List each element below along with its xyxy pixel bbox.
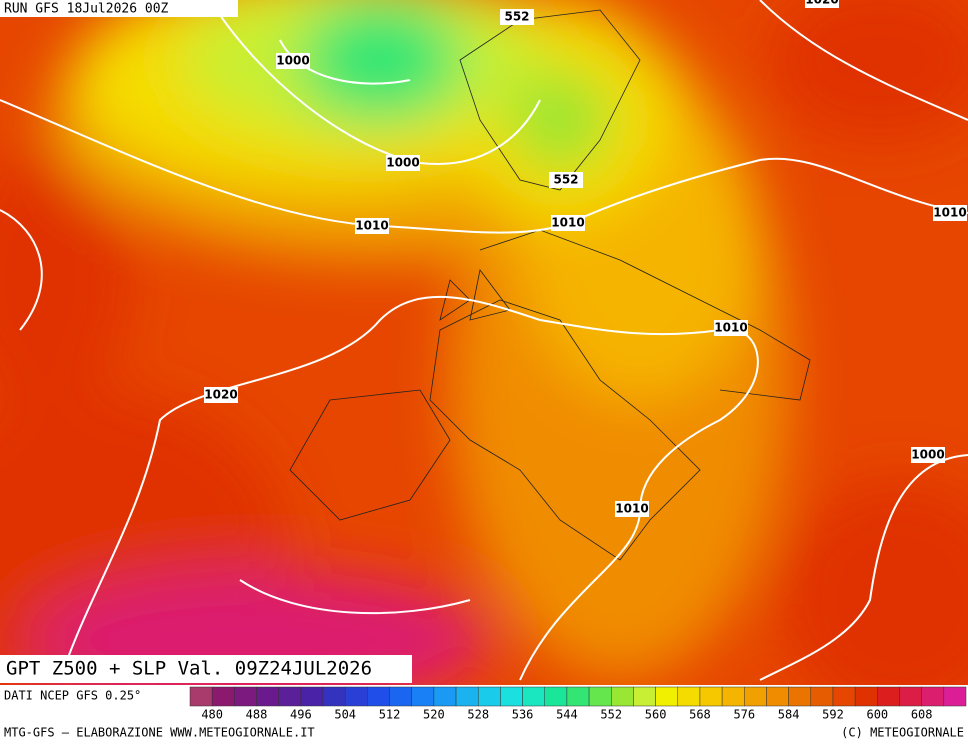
swatch: [522, 686, 545, 707]
swatch: [411, 686, 435, 707]
swatch: [189, 686, 213, 707]
swatch: [633, 686, 656, 707]
swatch: [544, 686, 568, 707]
label-box: [204, 387, 238, 403]
isobar-label: 1010: [933, 206, 966, 220]
label-box: [386, 155, 420, 171]
legend-tick-label: 568: [689, 708, 711, 722]
swatch: [234, 686, 257, 707]
swatch: [344, 686, 368, 707]
isobar-label: 552: [553, 173, 578, 187]
source: DATI NCEP GFS 0.25°: [4, 689, 141, 703]
isobar-label: 552: [504, 10, 529, 24]
label-box: [911, 447, 945, 463]
isobar-label: 1010: [551, 216, 584, 230]
label-box: [805, 0, 839, 8]
legend-tick-label: 512: [379, 708, 401, 722]
legend-tick-label: 480: [201, 708, 223, 722]
swatch: [699, 686, 723, 707]
swatch: [455, 686, 479, 707]
swatch: [566, 686, 590, 707]
swatch: [677, 686, 701, 707]
legend-tick-label: 560: [645, 708, 667, 722]
swatch: [588, 686, 612, 707]
swatch: [877, 686, 900, 707]
isobar-label: 1010: [355, 219, 388, 233]
swatch: [611, 686, 634, 707]
borders: [289, 9, 811, 561]
label-box: [551, 215, 585, 231]
copyright: (C) METEOGIORNALE: [841, 726, 964, 740]
legend-tick-label: 552: [600, 708, 622, 722]
label-box: [714, 320, 748, 336]
isobar-label: 1000: [386, 156, 419, 170]
label-box: [933, 205, 967, 221]
run-label: RUN GFS 18Jul2026 00Z: [4, 2, 169, 17]
isobar-label: 1010: [714, 321, 747, 335]
label-box: [276, 53, 310, 69]
swatch: [300, 686, 324, 707]
swatch: [500, 686, 523, 707]
color-bar: 480 488 496 504 512 520 528 536 544 552 560 568 576 5…: [189, 686, 967, 722]
swatch: [477, 686, 501, 707]
map: RUN GFS 18Jul2026 00Z 552 1000 1000 552 1010…: [0, 0, 968, 685]
swatch: [655, 686, 679, 707]
legend-tick-label: 576: [733, 708, 755, 722]
legend-tick-label: 544: [556, 708, 578, 722]
swatch: [943, 686, 967, 707]
legend-tick-label: 592: [822, 708, 844, 722]
swatch: [256, 686, 279, 707]
isobar-label: 1000: [276, 54, 309, 68]
isobar-label: 1020: [204, 388, 237, 402]
swatch: [389, 686, 412, 707]
legend-tick-label: 600: [866, 708, 888, 722]
label-box: [355, 218, 389, 234]
swatch: [899, 686, 922, 707]
isobar-label: 1010: [615, 502, 648, 516]
swatch: [832, 686, 856, 707]
swatch: [766, 686, 789, 707]
swatch: [433, 686, 457, 707]
swatch: [744, 686, 767, 707]
legend-tick-label: 504: [334, 708, 356, 722]
legend-tick-label: 584: [778, 708, 800, 722]
legend-tick-label: 520: [423, 708, 445, 722]
isobar-label: 1000: [911, 448, 944, 462]
isobar-label: 1020: [805, 0, 838, 7]
label-box: [549, 172, 583, 188]
map-title: GPT Z500 + SLP Val. 09Z24JUL2026: [6, 658, 372, 680]
legend-tick-label: 496: [290, 708, 312, 722]
swatch: [211, 686, 235, 707]
swatch: [278, 686, 302, 707]
legend-tick-label: 528: [467, 708, 489, 722]
legend-tick-label: 488: [246, 708, 268, 722]
swatch: [788, 686, 812, 707]
swatch: [721, 686, 745, 707]
swatch: [921, 686, 945, 707]
swatch: [810, 686, 834, 707]
legend-tick-label: 536: [512, 708, 534, 722]
label-box: [500, 9, 534, 25]
isobar-labels: 552 1000 1000 552 1010 1010 1010 1010 1020 1000 10…: [204, 0, 967, 517]
credit: MTG-GFS – ELABORAZIONE WWW.METEOGIORNALE…: [4, 726, 315, 740]
label-box: [615, 501, 649, 517]
swatch: [367, 686, 390, 707]
swatch: [322, 686, 346, 707]
legend-tick-label: 608: [911, 708, 933, 722]
swatch: [854, 686, 878, 707]
